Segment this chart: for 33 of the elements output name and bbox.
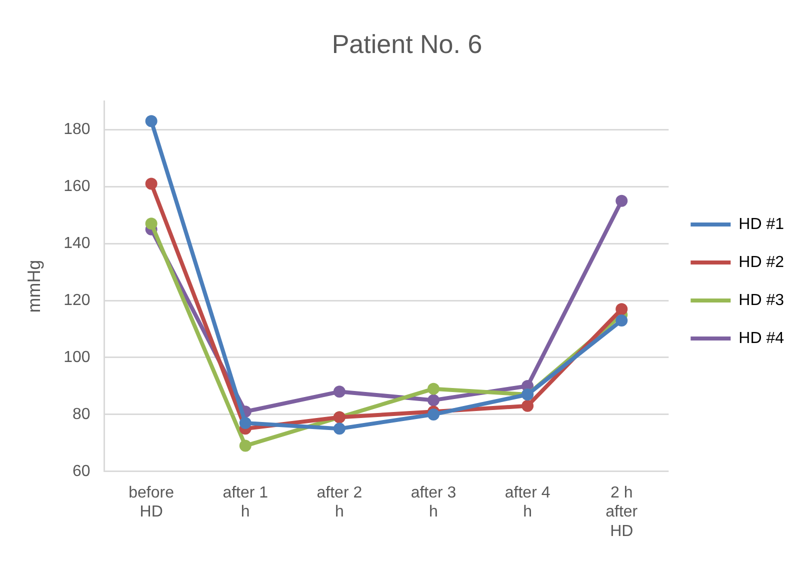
point [333,422,346,435]
y-tick-label: 60 [72,462,90,480]
y-axis-title: mmHg [24,260,44,313]
y-tick-label: 80 [72,406,90,423]
x-tick-label: after 4 h [504,484,550,521]
point [428,408,440,420]
y-tick-label: 140 [64,234,90,252]
legend-label: HD #1 [738,216,784,233]
y-tick-label: 120 [64,292,90,309]
legend-label: HD #3 [738,292,784,309]
point [145,115,158,128]
legend-label: HD #4 [738,330,784,347]
x-tick-label: before HD [128,484,174,521]
point [616,303,628,316]
x-tick-label: after 2 h [316,484,362,521]
y-tick-label: 180 [64,121,90,138]
point [239,416,252,429]
x-tick-label: after 1 h [222,484,268,521]
point [428,382,440,395]
point [333,386,346,398]
x-tick-label: after 3 h [410,484,456,521]
point [428,394,440,406]
point [522,400,534,412]
x-tick-label: 2 h after HD [606,484,638,540]
point [616,314,628,326]
y-tick-label: 100 [64,348,90,366]
y-tick-label: 160 [64,178,90,196]
point [145,178,158,190]
legend-label: HD #2 [738,254,784,271]
point [616,194,628,207]
point [145,218,158,230]
chart-title: Patient No. 6 [332,28,482,59]
point [239,440,252,452]
